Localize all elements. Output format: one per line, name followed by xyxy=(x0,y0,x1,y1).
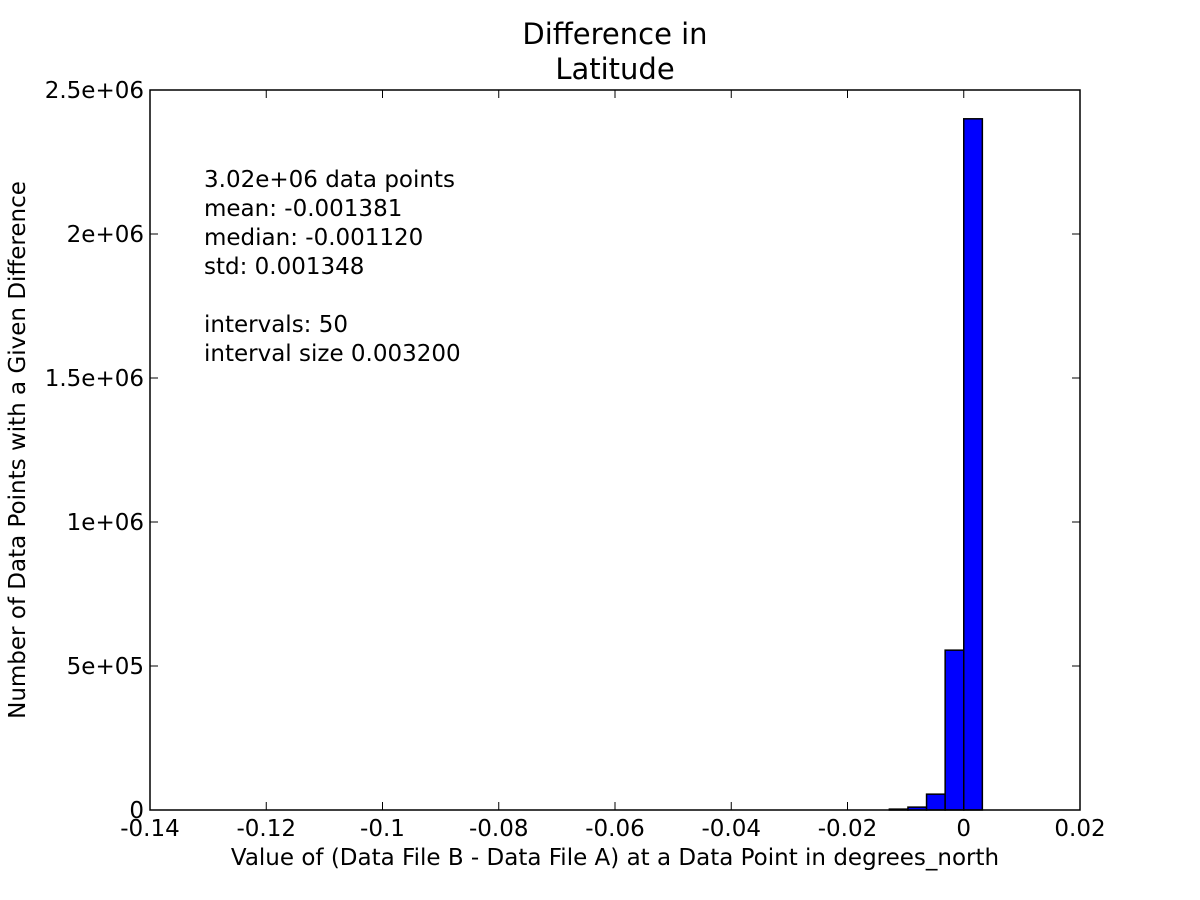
stats-line-6: interval size 0.003200 xyxy=(204,341,461,367)
stats-line-5: intervals: 50 xyxy=(204,312,348,338)
x-tick-label-7: 0 xyxy=(956,816,971,842)
y-axis-label: Number of Data Points with a Given Diffe… xyxy=(5,181,31,719)
stats-line-1: mean: -0.001381 xyxy=(204,196,402,222)
y-tick-label-0: 0 xyxy=(129,798,144,824)
y-tick-label-3: 1.5e+06 xyxy=(45,366,144,392)
x-tick-labels: -0.14 -0.12 -0.1 -0.08 -0.06 -0.04 -0.02 0 0.02 xyxy=(120,816,1105,842)
y-tick-label-1: 5e+05 xyxy=(67,654,144,680)
x-tick-label-3: -0.08 xyxy=(469,816,529,842)
chart-title-line-1: Difference in xyxy=(522,17,707,51)
x-tick-label-0: -0.14 xyxy=(120,816,180,842)
y-tick-labels: 0 5e+05 1e+06 1.5e+06 2e+06 2.5e+06 xyxy=(45,78,144,824)
x-tick-label-1: -0.12 xyxy=(236,816,296,842)
stats-line-2: median: -0.001120 xyxy=(204,225,423,251)
histogram-bars xyxy=(888,118,984,811)
stats-annotation: 3.02e+06 data points mean: -0.001381 media… xyxy=(204,167,461,367)
x-tick-label-8: 0.02 xyxy=(1054,816,1105,842)
x-tick-label-5: -0.04 xyxy=(701,816,761,842)
y-tick-label-4: 2e+06 xyxy=(67,222,144,248)
y-tick-label-2: 1e+06 xyxy=(67,510,144,536)
histogram-bar-3 xyxy=(944,649,965,811)
histogram-bar-4 xyxy=(963,118,984,811)
chart-title-line-2: Latitude xyxy=(555,52,674,86)
x-tick-label-4: -0.06 xyxy=(585,816,645,842)
stats-line-0: 3.02e+06 data points xyxy=(204,167,455,193)
plot-area-background xyxy=(150,90,1080,810)
x-tick-label-2: -0.1 xyxy=(360,816,405,842)
plot-frame xyxy=(149,89,1081,811)
histogram-bar-2 xyxy=(925,793,946,811)
x-axis-label: Value of (Data File B - Data File A) at … xyxy=(231,845,999,871)
stats-line-3: std: 0.001348 xyxy=(204,254,364,280)
y-tick-label-5: 2.5e+06 xyxy=(45,78,144,104)
x-tick-label-6: -0.02 xyxy=(818,816,878,842)
